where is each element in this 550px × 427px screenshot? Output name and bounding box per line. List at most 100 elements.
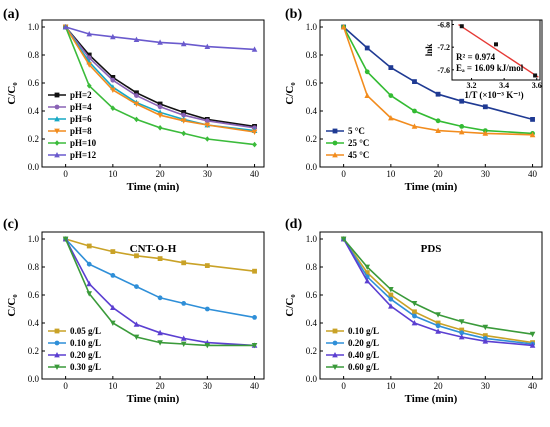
data-point [157,104,163,110]
data-point [110,320,116,326]
y-tick-label: 1.0 [28,22,40,32]
x-axis-label: Time (min) [127,181,180,193]
x-tick-label: 20 [434,169,444,179]
panel-label: (a) [3,7,20,22]
data-point [435,312,441,318]
data-point [364,264,371,270]
data-point [110,249,116,254]
inset-ea-annotation: Eₐ = 16.09 kJ/mol [456,63,524,73]
x-axis-label: Time (min) [405,393,458,405]
data-point [458,129,465,135]
legend-label: pH=4 [70,102,92,112]
y-tick-label: 0.6 [306,78,318,88]
data-point [204,122,211,128]
series [340,24,536,138]
data-point [482,324,489,331]
x-tick-label: 40 [528,381,538,391]
data-point [157,329,163,336]
data-point [482,333,488,338]
series-line [342,238,533,347]
data-point [110,105,116,111]
data-point [204,118,210,124]
series-line [65,26,255,128]
data-point [435,320,441,326]
legend-marker [332,328,338,334]
inset-x-tick-label: 3.6 [532,81,542,90]
panel-label: (b) [285,7,302,22]
x-tick-label: 30 [481,381,491,391]
legend-marker [54,364,60,370]
data-point [458,334,465,340]
data-point [110,87,116,93]
plot-frame [41,19,265,168]
chart-title: PDS [421,243,442,255]
data-point [388,93,394,98]
data-point [157,125,163,131]
y-tick-label: 0.6 [28,290,40,300]
legend-label: pH=10 [70,138,97,148]
data-point [157,101,163,107]
panel-3: (c) 0 10 20 30 40 0.0 0.2 0.4 0.6 0.8 1.0 Time (min)… [3,217,265,405]
data-point [251,46,258,52]
x-axis-label: Time (min) [405,181,458,193]
data-point [459,124,465,129]
plot-frame [41,231,265,380]
data-point [133,101,140,107]
data-point [110,304,116,310]
inset-y-axis-label: lnk [424,44,434,57]
series-line [64,238,255,347]
inset-y-tick-label: -7.2 [437,43,450,52]
data-point [204,306,210,312]
data-point [364,45,370,51]
x-tick-label: 30 [203,381,213,391]
data-point [86,83,92,89]
data-point [181,112,187,118]
data-point [435,91,441,97]
inset-y-tick-label: -6.8 [437,21,450,30]
y-tick-label: 0.2 [306,134,317,144]
y-axis-label: C/C₀ [284,294,296,317]
legend-marker [332,128,338,134]
data-point [180,118,187,124]
data-point [388,292,394,298]
legend-label: pH=2 [70,90,92,100]
data-point [459,98,465,104]
chart-title: CNT-O-H [130,243,177,255]
legend-marker [332,352,338,358]
data-point [412,79,417,84]
panel-label: (c) [3,217,19,232]
legend-marker [54,352,60,358]
data-point [86,261,92,267]
data-point [157,340,163,346]
y-tick-label: 0.8 [306,262,318,272]
series [340,236,536,338]
x-tick-label: 30 [481,169,491,179]
data-point [86,243,92,249]
data-point [134,253,139,259]
panel-4: (d) 0 10 20 30 40 0.0 0.2 0.4 0.6 0.8 1.0 Time (min)… [284,217,543,405]
inset-data-point [494,42,498,47]
data-point [458,319,465,325]
x-tick-label: 0 [341,169,346,179]
legend-label: pH=12 [70,150,97,160]
inset-fit-line [458,23,539,78]
series [63,236,257,320]
data-point [204,343,211,349]
legend-marker [54,116,60,122]
legend-label: 0.30 g/L [70,362,101,372]
legend-label: 0.60 g/L [348,362,379,372]
x-axis-label: Time (min) [127,393,180,405]
x-tick-label: 40 [250,169,260,179]
data-point [86,280,93,287]
data-point [364,92,371,98]
legend-label: 0.05 g/L [70,326,101,336]
panel-1: (a) 0 10 20 30 40 0.0 0.2 0.4 0.6 0.8 1.0 Time (min)… [3,7,265,193]
data-point [435,323,441,329]
data-point [134,90,139,96]
data-point [134,284,139,289]
data-point [133,36,140,42]
data-point [388,115,394,121]
series-line [65,238,255,272]
